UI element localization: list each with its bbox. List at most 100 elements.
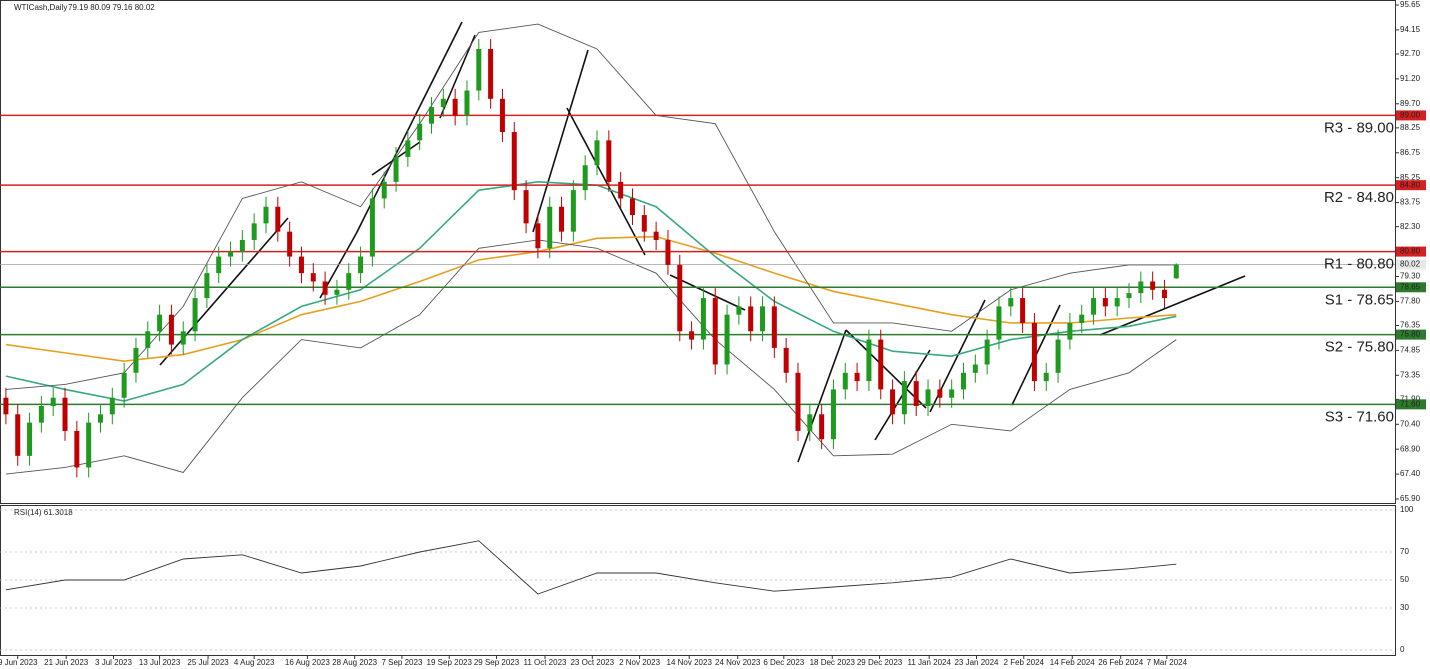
candle-body: [369, 198, 375, 257]
level-tag-label: 78.65: [1400, 282, 1421, 291]
level-tag-label: 75.80: [1400, 330, 1421, 339]
candle-body: [38, 406, 44, 423]
candle-body: [239, 239, 245, 252]
candle-body: [677, 264, 683, 332]
y-tick-label: 85.25: [1400, 173, 1421, 182]
x-tick-label: 2 Nov 2023: [619, 658, 660, 667]
level-label: S2 - 75.80: [1325, 339, 1394, 356]
candle-body: [15, 414, 21, 456]
y-tick-label: 30: [1400, 603, 1409, 612]
x-tick-label: 3 Jul 2023: [95, 658, 132, 667]
y-tick-label: 83.75: [1400, 198, 1421, 207]
candle-body: [1150, 281, 1156, 290]
candle-body: [476, 49, 482, 91]
candle-body: [594, 140, 600, 166]
candle-body: [97, 414, 103, 423]
last-price-label: 80.02: [1400, 260, 1421, 269]
candle-body: [204, 273, 210, 299]
candle-body: [606, 140, 612, 182]
level-tag-label: 71.60: [1400, 399, 1421, 408]
y-tick-label: 94.15: [1400, 25, 1421, 34]
candle-body: [641, 215, 647, 232]
candle-body: [1114, 298, 1120, 307]
x-tick-label: 9 Jun 2023: [0, 658, 38, 667]
candle-body: [157, 314, 163, 332]
y-tick-label: 65.90: [1400, 494, 1421, 503]
candle-body: [854, 372, 860, 382]
candle-body: [866, 339, 872, 382]
candle-body: [1031, 322, 1037, 382]
x-tick-label: 14 Nov 2023: [667, 658, 713, 667]
y-tick-label: 92.70: [1400, 49, 1421, 58]
x-tick-label: 14 Feb 2024: [1050, 658, 1095, 667]
candle-body: [937, 389, 943, 398]
level-label: R1 - 80.80: [1324, 256, 1394, 273]
candle-body: [334, 289, 340, 295]
candle-body: [322, 281, 328, 295]
candle-body: [228, 251, 234, 257]
overlay-line: [5, 239, 1177, 475]
y-tick-label: 88.25: [1400, 123, 1421, 132]
candle-body: [251, 223, 257, 240]
candle-body: [724, 314, 730, 365]
candle-body: [429, 107, 435, 124]
candle-body: [3, 397, 9, 415]
candle-body: [925, 389, 931, 407]
candle-body: [1043, 372, 1049, 382]
candle-body: [665, 239, 671, 265]
candle-body: [913, 381, 919, 407]
candle-body: [464, 90, 470, 116]
x-tick-label: 4 Aug 2023: [234, 658, 275, 667]
candle-body: [984, 339, 990, 365]
x-tick-label: 6 Dec 2023: [763, 658, 804, 667]
candle-body: [1173, 264, 1179, 279]
candle-body: [523, 190, 529, 224]
y-tick-label: 79.30: [1400, 272, 1421, 281]
x-tick-label: 2 Feb 2024: [1004, 658, 1045, 667]
candle-body: [452, 98, 458, 116]
candle-body: [1161, 289, 1167, 299]
trend-line: [439, 34, 476, 119]
overlay-line: [5, 23, 1177, 390]
x-tick-label: 23 Oct 2023: [570, 658, 614, 667]
candle-body: [62, 397, 68, 431]
x-tick-label: 28 Aug 2023: [332, 658, 377, 667]
y-tick-label: 89.70: [1400, 99, 1421, 108]
candle-body: [1008, 298, 1014, 307]
y-tick-label: 100: [1400, 505, 1414, 514]
level-label: S1 - 78.65: [1325, 291, 1394, 308]
candle-body: [287, 231, 293, 257]
x-tick-label: 7 Sep 2023: [381, 658, 422, 667]
level-tag-label: 80.80: [1400, 247, 1421, 256]
candle-body: [1020, 298, 1026, 323]
y-tick-label: 82.30: [1400, 222, 1421, 231]
y-tick-label: 50: [1400, 575, 1409, 584]
candle-body: [570, 190, 576, 232]
candle-body: [960, 372, 966, 390]
y-tick-label: 0: [1400, 645, 1405, 654]
candle-body: [901, 381, 907, 415]
ohlc-label: 79.19 80.09 79.16 80.02: [68, 3, 155, 12]
candle-body: [535, 223, 541, 249]
candle-body: [842, 372, 848, 390]
x-tick-label: 19 Sep 2023: [427, 658, 473, 667]
x-tick-label: 26 Feb 2024: [1098, 658, 1143, 667]
candle-body: [736, 306, 742, 315]
x-tick-label: 13 Jul 2023: [139, 658, 181, 667]
rsi-line: [5, 540, 1177, 595]
candle-body: [819, 414, 825, 440]
candle-body: [830, 389, 836, 440]
candle-body: [629, 198, 635, 216]
level-tag-label: 84.80: [1400, 180, 1421, 189]
level-label: S3 - 71.60: [1325, 408, 1394, 425]
candle-body: [996, 306, 1002, 340]
candle-body: [310, 273, 316, 282]
candle-body: [74, 430, 80, 468]
x-tick-label: 29 Dec 2023: [857, 658, 903, 667]
y-tick-label: 70.40: [1400, 419, 1421, 428]
candle-body: [795, 372, 801, 431]
candle-body: [748, 306, 754, 332]
x-tick-label: 21 Jun 2023: [44, 658, 89, 667]
candle-body: [1091, 298, 1097, 315]
candle-body: [145, 331, 151, 348]
